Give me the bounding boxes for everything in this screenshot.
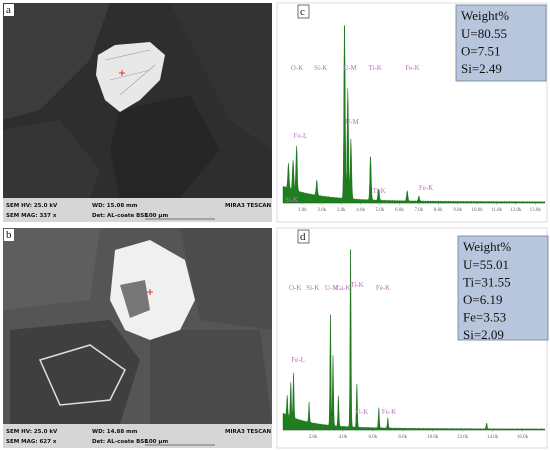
weight-title: Weight%: [461, 8, 509, 23]
x-tick-label: 6.0k: [395, 208, 404, 213]
x-tick-label: 2.0k: [309, 435, 318, 440]
weight-item: Fe=3.53: [463, 310, 506, 325]
sem-image: [3, 3, 272, 222]
panel-label-box: [4, 229, 14, 241]
peak-label: Fe-K: [405, 64, 419, 72]
peak-label: Fe-L: [294, 132, 308, 140]
peak-label: O-K: [289, 284, 301, 292]
x-tick-label: 8.0k: [398, 435, 407, 440]
status-text: 100 μm: [145, 439, 168, 445]
x-tick-label: 6.0k: [368, 435, 377, 440]
panel-label: c: [300, 6, 305, 18]
x-tick-label: 13.0k: [530, 208, 542, 213]
spectrum: [282, 24, 546, 204]
peak-label: Ti-K: [355, 408, 368, 416]
x-tick-label: 10.0k: [427, 435, 439, 440]
peak-label: Ti-K: [368, 64, 381, 72]
peak-label: Ti-K: [350, 281, 363, 289]
x-tick-label: 7.0k: [414, 208, 423, 213]
weight-item: O=7.51: [461, 44, 500, 59]
x-tick-label: 8.0k: [434, 208, 443, 213]
weight-title: Weight%: [463, 239, 511, 254]
status-text: MIRA3 TESCAN: [225, 429, 272, 435]
peak-label: Ti-K: [372, 187, 385, 195]
peak-label: U-M: [325, 284, 339, 292]
status-text: SEM HV: 25.0 kV: [6, 203, 58, 209]
x-tick-label: 4.0k: [356, 208, 365, 213]
x-tick-label: 5.0k: [376, 208, 385, 213]
x-tick-label: 12.0k: [510, 208, 522, 213]
x-tick-label: 3.0k: [337, 208, 346, 213]
weight-box: [457, 235, 549, 341]
spectrum: [282, 249, 546, 431]
x-tick-label: 10.0k: [471, 208, 483, 213]
weight-item: U=55.01: [463, 257, 509, 272]
status-text: Det: AL-coate BSE: [92, 213, 148, 219]
x-tick-label: 14.0k: [487, 435, 499, 440]
peak-label: Fe-L: [291, 356, 305, 364]
status-text: SEM MAG: 627 x: [6, 439, 57, 445]
x-tick-label: 12.0k: [457, 435, 469, 440]
peak-label: O-K: [291, 64, 303, 72]
panel-label-box: [297, 4, 310, 19]
status-text: 100 μm: [145, 213, 168, 219]
status-text: MIRA3 TESCAN: [225, 203, 272, 209]
panel-label-box: [297, 229, 310, 244]
peak-label: U-M: [345, 118, 359, 126]
weight-box: [455, 4, 547, 82]
panel-label: d: [300, 231, 306, 243]
x-tick-label: 2.0k: [317, 208, 326, 213]
panel-label: b: [6, 229, 12, 241]
peak-label: Fe-K: [376, 284, 390, 292]
x-tick-label: 9.0k: [453, 208, 462, 213]
peak-label: Fe-K: [419, 184, 433, 192]
weight-item: O=6.19: [463, 292, 502, 307]
status-text: SEM MAG: 337 x: [6, 213, 57, 219]
weight-item: Si=2.09: [463, 327, 504, 342]
peak-label: Ca-K: [335, 284, 350, 292]
peak-label: U-M: [343, 64, 357, 72]
x-tick-label: 11.0k: [491, 208, 503, 213]
weight-item: Ti=31.55: [463, 275, 511, 290]
peak-label: Fe-K: [382, 408, 396, 416]
sem-image: [3, 228, 272, 448]
peak-label: Si-K: [314, 64, 327, 72]
weight-item: Si=2.49: [461, 61, 502, 76]
peak-label: Si-K: [285, 196, 298, 204]
x-tick-label: 16.0k: [517, 435, 529, 440]
status-text: WD: 14.88 mm: [92, 429, 138, 435]
x-tick-label: 1.0k: [298, 208, 307, 213]
peak-label: Si-K: [306, 284, 319, 292]
x-tick-label: 4.0k: [339, 435, 348, 440]
status-text: SEM HV: 25.0 kV: [6, 429, 58, 435]
status-text: Det: AL-coate BSE: [92, 439, 148, 445]
weight-item: U=80.55: [461, 26, 507, 41]
status-text: WD: 15.08 mm: [92, 203, 138, 209]
panel-label: a: [6, 4, 11, 16]
panel-label-box: [4, 4, 14, 16]
